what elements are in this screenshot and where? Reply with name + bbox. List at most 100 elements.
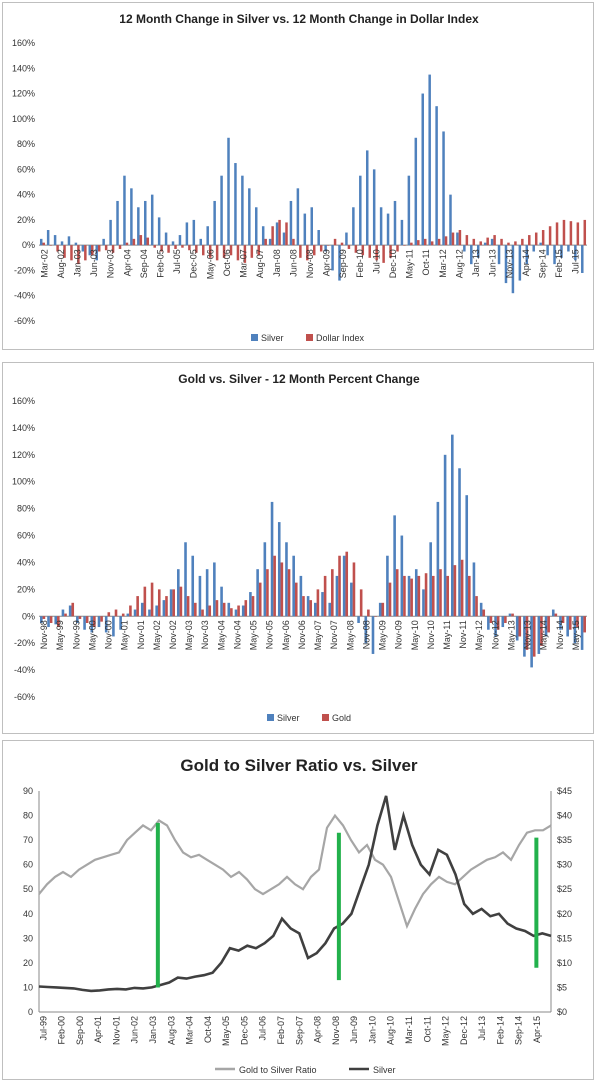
bar-silver [157,217,161,246]
bar-silver [574,245,577,261]
x-tick-label: Jun-08 [288,249,298,277]
y-tick-label: -40% [14,665,35,675]
y-tick-label-left: 10 [23,982,33,992]
bar-silver [359,175,362,246]
bar-silver [270,501,274,617]
x-tick-label: Nov-11 [458,620,468,648]
bar-silver [76,616,79,623]
bar-silver [567,245,570,252]
bar-dollar-index [534,232,538,246]
bar-gold [244,600,248,617]
bar-gold [583,616,586,633]
x-tick-label: Nov-03 [106,249,116,278]
chart-ratio-vs-silver: Gold to Silver Ratio vs. Silver 0 10 20 30 4… [23,756,572,1075]
bar-silver [303,213,307,246]
x-tick-label: Jul-10 [371,249,381,274]
bar-dollar-index [451,232,455,246]
bar-silver [241,175,244,246]
bar-dollar-index [569,221,573,246]
bar-gold [64,613,67,617]
bar-silver [285,542,288,617]
x-tick-label: Aug-12 [454,249,464,278]
y-tick-label-right: $45 [557,786,572,796]
x-tick-label: May-00 [87,620,97,650]
bar-gold [323,575,327,617]
x-tick-label: Jan-13 [471,249,481,277]
bar-silver [476,245,480,258]
bar-dollar-index [222,245,226,258]
bar-gold [150,582,154,617]
x-tick-label: Nov-98 [39,620,49,649]
bar-dollar-index [437,238,441,246]
bar-silver [90,616,94,633]
bar-silver [422,589,425,617]
bar-silver [458,468,461,617]
bar-dollar-index [84,245,87,261]
bar-silver [199,238,203,246]
bar-gold [388,582,392,617]
x-tick-label: Nov-14 [555,620,565,649]
x-tick-label: Jul-15 [571,249,581,274]
x-tick-label: Jun-03 [89,249,99,277]
bar-silver [263,542,267,617]
bar-gold [367,609,370,617]
y-tick-label-right: $5 [557,982,567,992]
x-tick-label: Nov-01 [111,1016,121,1045]
x-tick-label: Jun-09 [349,1016,359,1044]
bar-gold [417,575,421,617]
bar-silver [102,238,105,246]
x-tick-label: May-12 [441,1016,451,1046]
bar-silver [140,602,144,617]
x-tick-label: Nov-13 [523,620,533,649]
bar-silver [436,501,440,617]
y-tick-label-left: 60 [23,860,33,870]
chart-silver-vs-dollar: 12 Month Change in Silver vs. 12 Month C… [12,12,587,343]
y-tick-label: -60% [14,692,35,702]
bar-silver [379,207,383,246]
x-tick-label: Jan-08 [272,249,282,277]
x-tick-label: Dec-10 [388,249,398,278]
bar-dollar-index [541,230,545,246]
bar-gold [331,569,334,617]
bar-dollar-index [49,245,52,246]
y-tick-label: -20% [14,638,35,648]
bar-gold [460,559,464,617]
bar-silver [317,230,320,246]
bar-dollar-index [104,245,108,251]
bar-silver [335,575,339,617]
x-tick-label: May-15 [571,620,581,650]
bar-dollar-index [188,245,191,251]
bar-silver [81,245,85,252]
x-tick-label: May-99 [55,620,65,650]
bar-gold [316,589,320,617]
bar-silver [497,245,501,265]
bar-silver [206,226,209,246]
x-tick-label: Dec-12 [459,1016,469,1045]
y-tick-label: 100% [12,114,35,124]
x-tick-label: Oct-06 [222,249,232,276]
bar-gold [547,616,550,633]
bar-gold [554,613,558,617]
bar-silver [150,194,154,246]
bar-silver [296,188,300,246]
y-tick-label: 20% [17,584,35,594]
chart-title: Gold to Silver Ratio vs. Silver [180,756,418,775]
bar-gold [345,551,349,617]
bar-dollar-index [340,242,344,246]
x-tick-label: Sep-00 [75,1016,85,1045]
bar-silver [95,245,98,261]
bar-dollar-index [208,245,212,258]
bar-gold [129,605,132,617]
bar-dollar-index [215,245,219,261]
bar-gold [49,616,53,623]
x-tick-label: Aug-07 [255,249,265,278]
bar-gold [525,616,529,650]
bar-silver [177,569,180,617]
bar-silver [378,602,382,617]
bar-gold [568,616,572,630]
y-tick-label: -60% [14,316,35,326]
bar-dollar-index [493,235,496,246]
x-tick-label: Apr-15 [532,1016,542,1043]
bar-gold [215,600,219,617]
bar-dollar-index [430,241,434,246]
